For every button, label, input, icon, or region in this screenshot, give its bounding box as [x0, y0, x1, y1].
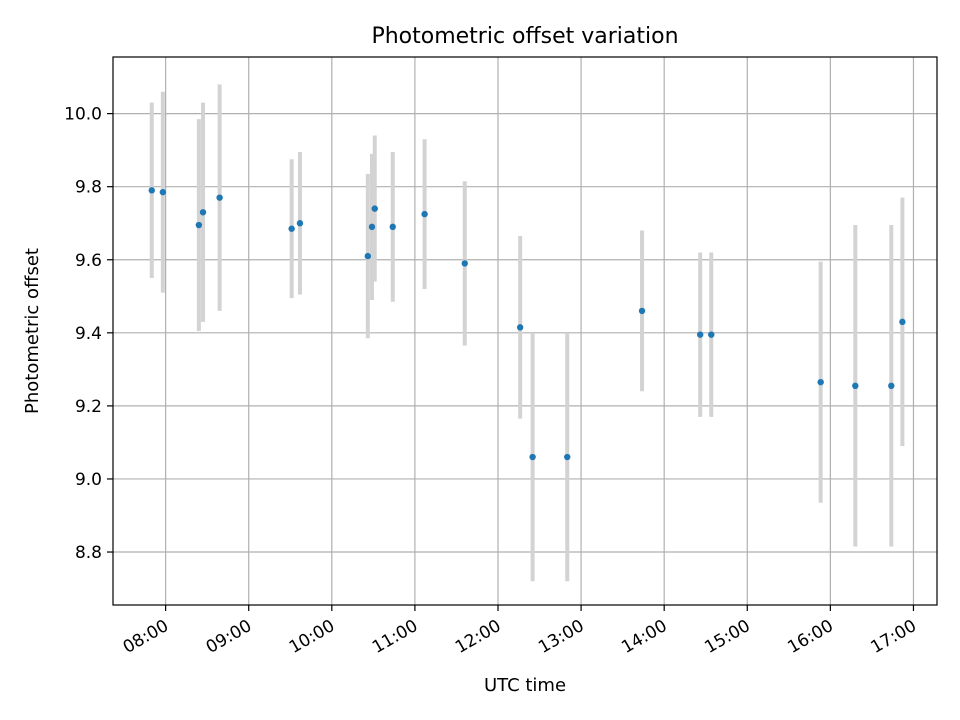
data-point	[389, 223, 396, 231]
data-point	[817, 378, 824, 386]
y-axis-label: Photometric offset	[22, 248, 43, 414]
y-tick-label: 8.8	[75, 543, 102, 563]
plot-frame	[112, 56, 938, 606]
y-tick-label: 9.6	[75, 251, 102, 271]
data-point	[368, 223, 376, 231]
data-point	[708, 331, 715, 338]
data-point	[195, 221, 203, 229]
data-point	[199, 209, 207, 216]
data-point	[148, 187, 155, 194]
data-points	[148, 187, 906, 461]
data-point	[421, 210, 428, 218]
data-point	[564, 453, 571, 461]
chart-title: Photometric offset variation	[371, 24, 678, 49]
data-point	[899, 318, 906, 326]
data-point	[288, 225, 295, 232]
data-point	[364, 252, 372, 260]
data-point	[216, 194, 223, 201]
data-point	[296, 220, 304, 227]
x-axis-label: UTC time	[484, 675, 566, 696]
y-tick-label: 9.2	[75, 397, 102, 417]
y-tick-label: 9.8	[75, 178, 102, 198]
data-point	[516, 324, 524, 331]
grid	[113, 57, 937, 605]
data-point	[888, 382, 895, 389]
y-tick-label: 9.0	[75, 470, 102, 490]
y-tick-label: 10.0	[64, 105, 102, 125]
y-tick-label: 9.4	[75, 324, 102, 344]
data-point	[461, 260, 468, 267]
data-point	[852, 382, 859, 389]
y-axis-ticks: 8.8 9.0 9.2 9.4 9.6 9.8 10.0	[64, 105, 113, 563]
data-point	[638, 307, 646, 315]
data-point	[529, 453, 536, 461]
data-point	[696, 331, 704, 338]
data-point	[371, 205, 378, 212]
data-point	[159, 188, 167, 196]
